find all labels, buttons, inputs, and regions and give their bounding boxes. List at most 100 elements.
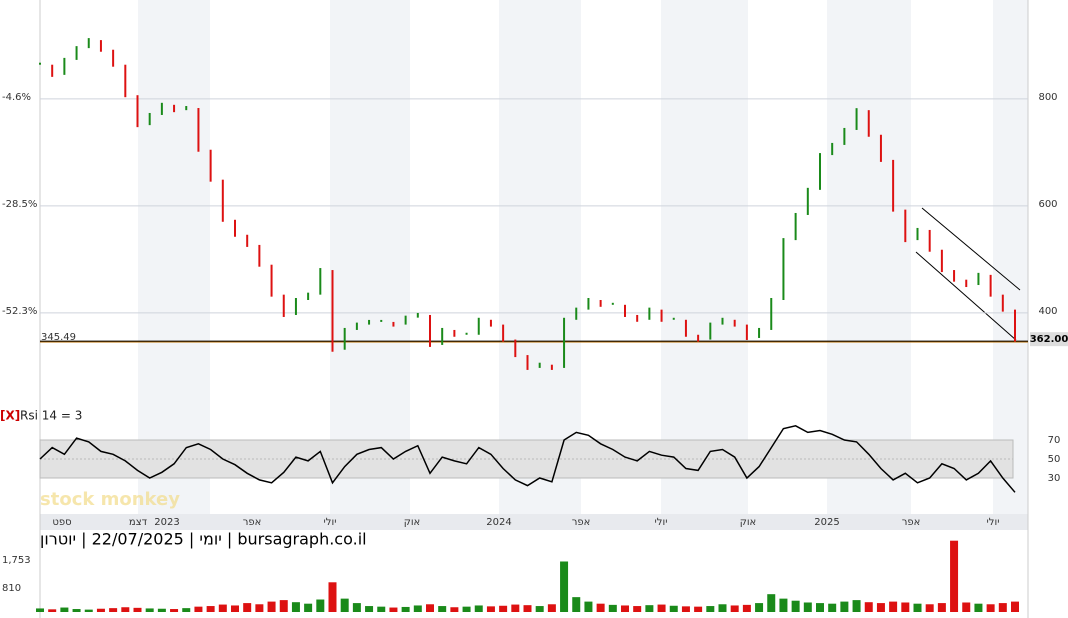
volume-bar: [279, 600, 288, 612]
volume-bar: [450, 607, 459, 612]
volume-bar: [974, 603, 983, 612]
x-tick-label: אפר: [243, 517, 262, 528]
x-tick-label: אפר: [572, 517, 591, 528]
volume-bar: [572, 597, 581, 612]
volume-bar: [852, 600, 861, 612]
volume-bar: [645, 605, 654, 612]
volume-bar: [523, 605, 532, 612]
volume-bar: [304, 603, 313, 612]
left-tick-label: -4.6%: [2, 92, 31, 103]
rsi-tick-label: 50: [1048, 454, 1061, 465]
volume-bar: [742, 604, 751, 612]
volume-bar: [231, 605, 239, 612]
volume-bar: [925, 604, 934, 612]
rsi-tick-label: 70: [1048, 435, 1061, 446]
x-tick-label: אוק: [404, 517, 421, 528]
volume-bar: [133, 607, 142, 612]
volume-bar: [194, 606, 203, 612]
rsi-close[interactable]: [X]: [0, 409, 20, 423]
volume-bar: [365, 606, 374, 612]
trend-lower: [915, 251, 1017, 341]
x-tick-label: דצמ: [129, 517, 148, 528]
volume-bar: [36, 608, 44, 612]
x-tick-label: 2023: [154, 517, 179, 528]
volume-bar: [84, 609, 93, 612]
volume-bar: [486, 606, 495, 612]
volume-bar: [669, 605, 678, 612]
x-tick-label: יולי: [324, 517, 337, 528]
volume-bar: [876, 603, 885, 612]
x-tick-label: 2025: [814, 517, 839, 528]
support-label: 345.49: [41, 332, 76, 343]
volume-bar: [182, 608, 191, 612]
volume-bar: [840, 601, 849, 612]
rsi-line: [39, 425, 1016, 493]
volume-bar: [962, 602, 971, 612]
volume-bar: [170, 609, 179, 612]
volume-bar: [828, 603, 837, 612]
volume-bar: [340, 598, 349, 612]
volume-bar: [596, 603, 605, 612]
volume-bar: [730, 605, 739, 612]
last-price-box: [1030, 332, 1068, 347]
volume-tick-label: 1,753: [2, 555, 31, 566]
volume-bar: [998, 603, 1007, 612]
y-tick-label: 600: [1038, 199, 1057, 210]
volume-bar: [901, 602, 910, 612]
x-tick-label: ספט: [52, 517, 71, 528]
rsi-title: Rsi 14 = 3: [20, 409, 82, 423]
volume-bar: [48, 609, 57, 612]
volume-bar: [657, 604, 666, 612]
volume-bar: [791, 600, 800, 612]
volume-bar: [72, 609, 81, 612]
volume-bar: [413, 605, 422, 612]
volume-bar: [121, 607, 130, 612]
volume-bar: [694, 606, 703, 612]
volume-bar: [803, 602, 812, 612]
volume-bar: [816, 603, 824, 612]
volume-bar: [633, 606, 642, 612]
volume-bar: [864, 602, 873, 612]
volume-bar: [389, 607, 398, 612]
volume-bar: [913, 603, 922, 612]
volume-bar: [779, 598, 788, 612]
watermark: stock monkey: [40, 489, 180, 510]
volume-bar: [718, 604, 727, 612]
volume-bar: [377, 606, 386, 612]
volume-bar: [291, 602, 300, 612]
volume-bar: [352, 603, 361, 612]
volume-bar: [474, 605, 483, 612]
volume-bar: [96, 608, 105, 612]
volume-bar: [950, 540, 959, 612]
left-tick-label: -52.3%: [2, 306, 37, 317]
volume-bar: [60, 607, 69, 612]
footer: יומי | 22/07/2025 | יוטרון | bursagraph.…: [40, 530, 367, 549]
volume-bar: [401, 606, 410, 612]
volume-bar: [608, 604, 617, 612]
volume-bar: [255, 604, 264, 612]
volume-bar: [206, 606, 215, 612]
volume-bar: [889, 601, 898, 612]
volume-bar: [755, 603, 764, 612]
volume-bar: [584, 601, 593, 612]
x-tick-label: 2024: [486, 517, 511, 528]
trend-upper: [921, 207, 1021, 291]
volume-bar: [535, 606, 544, 612]
volume-bar: [621, 605, 629, 612]
x-tick-label: יולי: [655, 517, 668, 528]
rsi-tick-label: 30: [1048, 473, 1061, 484]
volume-bar: [1011, 601, 1019, 612]
volume-bar: [218, 604, 227, 612]
x-tick-label: יולי: [987, 517, 1000, 528]
volume-bar: [767, 594, 776, 612]
left-tick-label: -28.5%: [2, 199, 37, 210]
volume-tick-label: 810: [2, 583, 21, 594]
volume-bar: [937, 603, 946, 612]
volume-bar: [157, 608, 166, 612]
volume-bar: [462, 606, 471, 612]
volume-bar: [499, 605, 508, 612]
volume-bar: [328, 582, 337, 612]
volume-bar: [560, 561, 569, 612]
volume-bar: [511, 604, 520, 612]
